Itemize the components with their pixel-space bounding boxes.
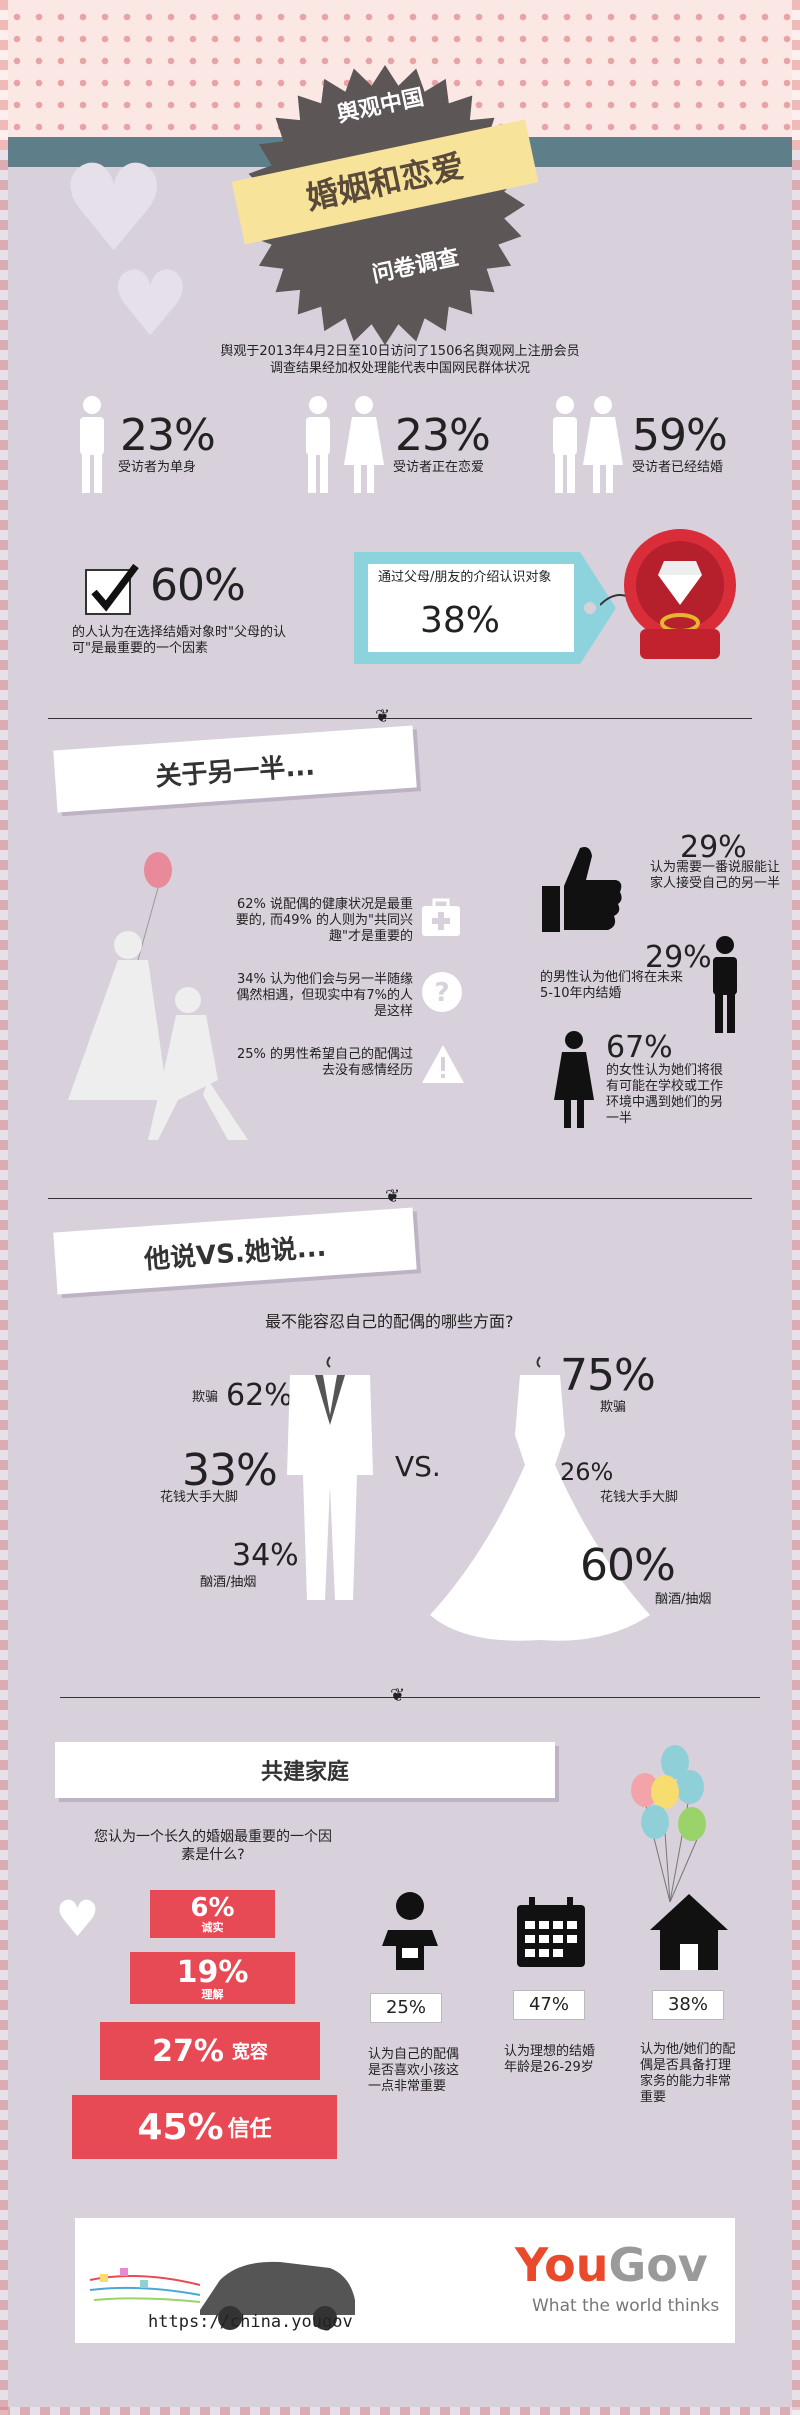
vs-label: VS.: [395, 1450, 441, 1483]
balloons-icon: [631, 1745, 706, 1903]
proposal-silhouette: [68, 852, 248, 1140]
cake-label: 诚实: [201, 1921, 224, 1934]
footer-box: [75, 2218, 735, 2343]
house-text: 认为他/她们的配偶是否具备打理家务的能力非常重要: [640, 2042, 736, 2105]
ring-box-icon: [600, 529, 736, 659]
logo-you: You: [515, 2238, 609, 2292]
single-man-icon: [80, 396, 104, 493]
section-divider: [48, 1198, 752, 1199]
he-drink-pct: 34%: [232, 1538, 299, 1573]
divider-ornament-icon: ❦: [390, 1685, 406, 1706]
he-cheat-pct: 62%: [226, 1378, 293, 1413]
past-relationship-text: 25% 的男性希望自己的配偶过去没有感情经历: [236, 1047, 413, 1078]
section-divider: [60, 1697, 760, 1698]
parents-pct: 60%: [150, 560, 246, 611]
divider-ornament-icon: ❦: [385, 1186, 401, 1207]
intro-line: 调查结果经加权处理能代表中国网民群体状况: [269, 361, 530, 376]
calendar-icon: [517, 1897, 585, 1967]
dashed-border-left: [0, 0, 8, 2415]
cake-label: 信任: [227, 2117, 272, 2142]
woman-icon: [554, 1031, 594, 1128]
baby-pct: 25%: [370, 1993, 442, 2023]
svg-text:?: ?: [434, 978, 449, 1008]
yougov-logo: YouGov: [515, 2238, 708, 2292]
persuade-pct: 29%: [680, 830, 747, 865]
married-label: 受访者已经结婚: [632, 460, 724, 475]
men-marry-pct: 29%: [645, 940, 712, 975]
she-drink-pct: 60%: [580, 1540, 676, 1591]
baby-icon: [382, 1892, 438, 1970]
married-pct: 59%: [632, 410, 728, 461]
women-meet-pct: 67%: [606, 1030, 673, 1065]
she-cheat-label: 欺骗: [600, 1400, 627, 1415]
heart-icon: ♥: [55, 1890, 100, 1948]
section-title-he-said-she-said: 他说VS.她说...: [53, 1207, 417, 1295]
married-couple-icon: [553, 396, 623, 493]
section2-question: 最不能容忍自己的配偶的哪些方面?: [265, 1312, 514, 1331]
tuxedo-icon: [287, 1356, 373, 1600]
car-streamers-illustration: [89, 2261, 355, 2330]
parents-label: 的人认为在选择结婚对象时"父母的认可"是最重要的一个因素: [72, 625, 286, 656]
dashed-border-right: [792, 0, 800, 2415]
she-spend-label: 花钱大手大脚: [600, 1490, 679, 1505]
fate-text: 34% 认为他们会与另一半随缘偶然相遇，但现实中有7%的人是这样: [236, 972, 413, 1019]
man-icon: [713, 936, 737, 1033]
section3-question: 您认为一个长久的婚姻最重要的一个因素是什么?: [94, 1829, 332, 1863]
tag-text: 通过父母/朋友的介绍认识对象: [378, 570, 552, 585]
cake-tier-tolerance: 27% 宽容: [100, 2022, 320, 2080]
cake-pct: 27%: [152, 2033, 224, 2069]
dating-pct: 23%: [395, 410, 491, 461]
question-icon: ?: [422, 972, 462, 1012]
thumbs-up-icon: [542, 847, 622, 932]
baby-text: 认为自己的配偶是否喜欢小孩这一点非常重要: [368, 2047, 460, 2094]
cake-tier-understanding: 19% 理解: [130, 1952, 295, 2004]
intro-line: 舆观于2013年4月2日至10日访问了1506名舆观网上注册会员: [220, 344, 580, 359]
he-spend-label: 花钱大手大脚: [160, 1490, 239, 1505]
section-title-family: 共建家庭: [55, 1742, 555, 1798]
house-pct: 38%: [652, 1990, 724, 2020]
gift-tag-shape: [354, 552, 616, 664]
polka-dot-banner: [0, 0, 800, 150]
intro-text: 舆观于2013年4月2日至10日访问了1506名舆观网上注册会员 调查结果经加权…: [150, 343, 650, 377]
cake-label: 宽容: [231, 2042, 268, 2063]
she-drink-label: 酗酒/抽烟: [655, 1592, 712, 1607]
house-icon: [650, 1894, 728, 1970]
cake-label: 理解: [201, 1987, 224, 2001]
single-label: 受访者为单身: [118, 460, 197, 475]
persuade-text: 认为需要一番说服能让家人接受自己的另一半: [649, 860, 780, 891]
heart-decoration-icon: ♥: [60, 140, 168, 279]
he-drink-label: 酗酒/抽烟: [200, 1575, 257, 1590]
divider-ornament-icon: ❦: [375, 706, 391, 727]
footer-tagline: What the world thinks: [532, 2296, 720, 2316]
checkbox-icon: [85, 563, 139, 615]
tag-pct: 38%: [420, 600, 501, 641]
section-title-about-partner: 关于另一半...: [53, 725, 417, 813]
first-aid-icon: [422, 898, 460, 936]
heart-decoration-icon: ♥: [110, 252, 191, 357]
she-spend-pct: 26%: [560, 1458, 614, 1486]
wedding-dress-icon: [430, 1356, 650, 1641]
men-marry-text: 的男性认为他们将在未来5-10年内结婚: [540, 970, 684, 1001]
dating-label: 受访者正在恋爱: [393, 460, 485, 475]
footer-url[interactable]: https://china.yougov: [148, 2312, 353, 2332]
cake-pct: 45%: [137, 2106, 224, 2148]
logo-gov: Gov: [608, 2238, 708, 2292]
he-cheat-label: 欺骗: [192, 1390, 219, 1405]
health-text: 62% 说配偶的健康状况是最重要的, 而49% 的人则为"共同兴趣"才是重要的: [235, 897, 413, 944]
cake-pct: 19%: [176, 1954, 249, 1990]
dashed-border-bottom: [0, 2407, 800, 2415]
calendar-text: 认为理想的结婚年龄是26-29岁: [504, 2044, 596, 2075]
women-meet-text: 的女性认为她们将很有可能在学校或工作环境中遇到她们的另一半: [606, 1063, 724, 1126]
cake-tier-honesty: 6% 诚实: [150, 1890, 275, 1938]
couple-dating-icon: [306, 396, 384, 493]
section-divider: [48, 718, 752, 719]
calendar-pct: 47%: [513, 1990, 585, 2020]
single-pct: 23%: [120, 410, 216, 461]
cake-pct: 6%: [190, 1893, 235, 1923]
he-spend-pct: 33%: [182, 1445, 278, 1496]
cake-tier-trust: 45% 信任: [72, 2095, 337, 2159]
warning-icon: [422, 1045, 464, 1083]
she-cheat-pct: 75%: [560, 1350, 656, 1401]
